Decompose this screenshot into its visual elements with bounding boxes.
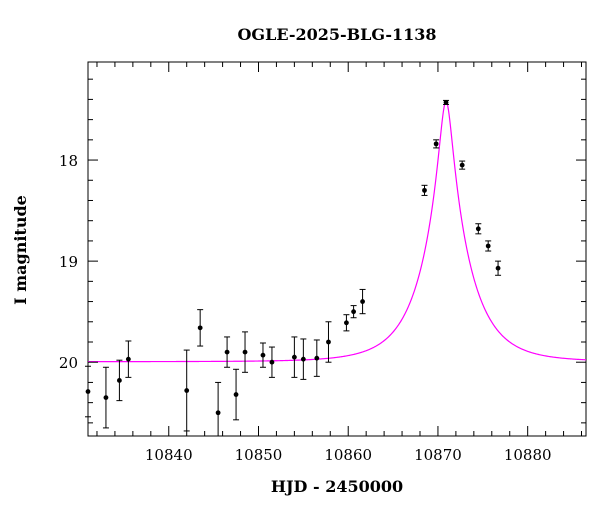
data-point (475, 223, 482, 235)
data-point (125, 340, 132, 378)
data-point (268, 346, 275, 378)
x-tick-label: 10840 (145, 446, 193, 464)
plot-frame (87, 61, 587, 437)
data-point (313, 339, 320, 377)
data-point (300, 338, 307, 380)
ticks-layer: 10840 10850 10860 10870 10880 18 19 20 (59, 62, 586, 464)
data-point (85, 365, 91, 418)
data-point-marker (485, 243, 491, 249)
data-point-marker (197, 325, 203, 331)
data-point-marker (224, 349, 230, 355)
plot-area (87, 61, 587, 437)
x-tick-label: 10860 (324, 446, 372, 464)
data-point (433, 139, 440, 149)
data-point-marker (475, 226, 481, 232)
x-axis-label: HJD - 2450000 (271, 477, 403, 496)
data-point (197, 309, 204, 347)
data-point (443, 99, 450, 105)
model-layer (88, 100, 587, 363)
data-point-marker (360, 299, 365, 304)
y-tick-label: 20 (59, 354, 78, 372)
data-point-marker (443, 100, 449, 105)
y-axis-label: I magnitude (11, 195, 30, 305)
data-point (233, 368, 240, 421)
data-point (291, 336, 298, 378)
data-point (183, 349, 190, 432)
data-point (495, 260, 502, 276)
data-point-marker (326, 339, 331, 345)
data-point (350, 305, 357, 319)
data-point (116, 359, 123, 402)
data-point-marker (260, 352, 266, 358)
data-point (102, 366, 109, 429)
y-tick-label: 18 (59, 152, 78, 170)
data-point-marker (314, 355, 320, 361)
data-point-marker (233, 392, 239, 397)
data-point-marker (300, 356, 306, 362)
data-point-marker (422, 187, 427, 193)
data-point (359, 288, 366, 315)
data-point (421, 184, 428, 196)
data-point (343, 314, 350, 332)
data-point-marker (351, 309, 356, 315)
data-point-marker (215, 410, 221, 416)
model-curve (88, 100, 587, 363)
x-tick-label: 10850 (235, 446, 283, 464)
data-point-marker (184, 388, 190, 393)
data-point-marker (103, 395, 109, 400)
points-layer (85, 99, 502, 436)
data-point-marker (495, 265, 501, 271)
data-point (224, 336, 231, 368)
data-point-marker (291, 354, 297, 360)
x-tick-label: 10880 (504, 446, 552, 464)
data-point-marker (269, 359, 275, 365)
data-point (459, 160, 466, 170)
data-point-marker (459, 162, 465, 168)
data-point (485, 240, 492, 252)
data-point-marker (125, 356, 131, 362)
y-tick-label: 19 (59, 253, 78, 271)
data-point-marker (117, 378, 122, 383)
data-point (242, 331, 249, 373)
data-point-marker (433, 141, 439, 147)
data-point-marker (242, 349, 248, 355)
data-point-marker (344, 320, 349, 326)
data-point (215, 381, 222, 436)
data-point (259, 342, 266, 368)
x-tick-label: 10870 (414, 446, 462, 464)
chart-title: OGLE-2025-BLG-1138 (237, 25, 436, 44)
data-point (325, 321, 332, 363)
data-point-marker (85, 389, 91, 394)
